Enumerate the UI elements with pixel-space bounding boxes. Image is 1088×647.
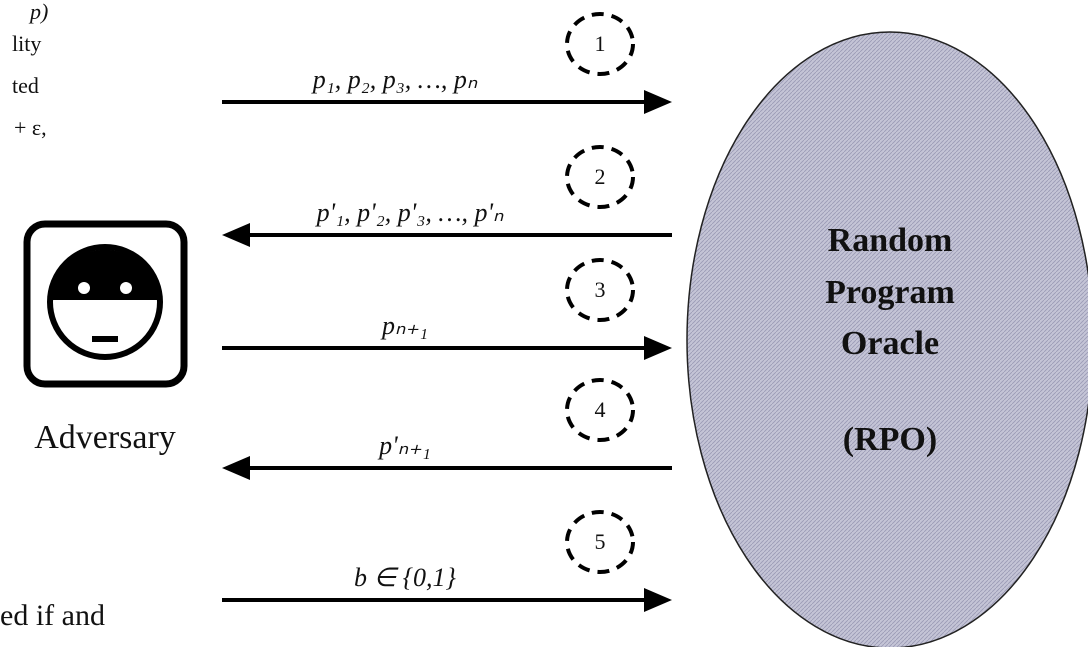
message-label: b ∈ {0,1}: [354, 563, 457, 592]
arrow-head: [644, 90, 672, 114]
text-fragment: + ε,: [14, 115, 47, 140]
eye: [78, 282, 90, 294]
arrow-head: [222, 223, 250, 247]
mouth: [92, 336, 118, 342]
message-label: p'₁, p'₂, p'₃, …, p'ₙ: [315, 198, 504, 227]
oracle: Random Program Oracle (RPO): [687, 32, 1088, 647]
text-fragment: p): [28, 0, 48, 24]
step-number: 5: [595, 529, 606, 554]
step-number: 3: [595, 277, 606, 302]
text-fragment: ed if and: [0, 599, 105, 632]
step-number: 1: [595, 31, 606, 56]
message-label: pₙ₊₁: [380, 311, 428, 340]
step-number: 2: [595, 164, 606, 189]
diagram: p) lity ted + ε, ed if and Adversary Ran…: [0, 0, 1088, 647]
text-fragment: ted: [12, 73, 39, 98]
adversary: Adversary: [27, 224, 184, 456]
messages: p₁, p₂, p₃, …, pₙ 1 p'₁, p'₂, p'₃, …, p'ₙ 2…: [222, 14, 672, 612]
oracle-label: Oracle: [841, 325, 939, 362]
arrow-head: [222, 456, 250, 480]
oracle-label: (RPO): [843, 421, 937, 458]
eye: [120, 282, 132, 294]
arrow-head: [644, 336, 672, 360]
step-number: 4: [595, 397, 606, 422]
oracle-label: Random: [828, 222, 953, 259]
arrow-head: [644, 588, 672, 612]
message-label: p'ₙ₊₁: [377, 431, 431, 460]
adversary-label: Adversary: [34, 419, 176, 456]
message-label: p₁, p₂, p₃, …, pₙ: [311, 65, 478, 94]
oracle-label: Program: [825, 274, 955, 311]
text-fragment: lity: [12, 31, 41, 56]
